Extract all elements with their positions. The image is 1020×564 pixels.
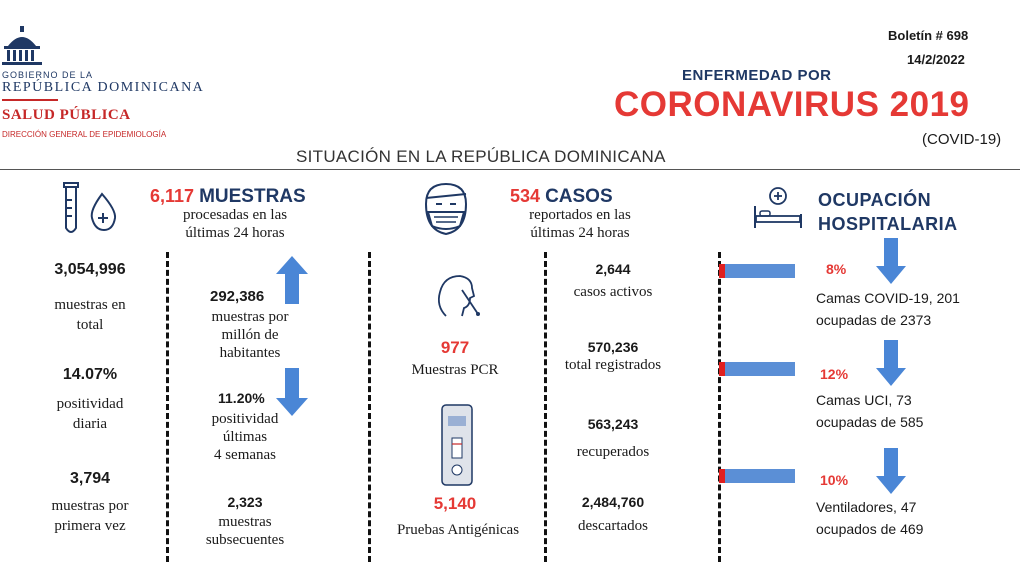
muestras-total-value: 3,054,996 xyxy=(54,261,126,278)
recuperados-label: recuperados xyxy=(576,444,650,460)
muestras-subtitle-line1: procesadas en las xyxy=(182,207,288,223)
muestras-title: MUESTRAS xyxy=(199,186,306,207)
arrow-down-icon xyxy=(276,368,308,416)
divider-4 xyxy=(718,252,721,562)
pcr-value: 977 xyxy=(440,338,470,357)
covid19-label: (COVID-19) xyxy=(922,131,1002,148)
muestras-millon-label-3: habitantes xyxy=(219,345,281,361)
subsecuentes-label-2: subsecuentes xyxy=(205,532,285,548)
camas-uci-label-2: ocupadas de 585 xyxy=(816,414,924,430)
muestras-count: 6,117 xyxy=(150,186,195,206)
muestras-header: 6,117 MUESTRAS xyxy=(150,186,306,208)
casos-subtitle: reportados en las últimas 24 horas xyxy=(505,206,655,242)
primera-vez-value: 3,794 xyxy=(69,470,111,487)
casos-activos-value: 2,644 xyxy=(595,261,631,277)
muestras-millon-label: muestras por millón de habitantes xyxy=(180,308,320,362)
primera-vez-label-1: muestras por xyxy=(51,498,129,514)
header-divider xyxy=(0,169,1020,170)
divider-2 xyxy=(368,252,371,562)
positividad-4sem-label-1: positividad xyxy=(211,411,279,427)
antigenicas-value: 5,140 xyxy=(433,494,477,513)
arrow-up-icon xyxy=(276,256,308,304)
positividad-4sem-label-2: últimas xyxy=(222,429,268,445)
divider-3 xyxy=(544,252,547,562)
camas-uci-pct: 12% xyxy=(820,366,849,382)
positividad-4sem-label-3: 4 semanas xyxy=(213,447,277,463)
gov-line2: REPÚBLICA DOMINICANA xyxy=(2,80,205,95)
coronavirus-title: CORONAVIRUS 2019 xyxy=(614,85,970,124)
subsecuentes-label: muestras subsecuentes xyxy=(180,513,310,549)
subsecuentes-label-1: muestras xyxy=(218,514,272,530)
masked-face-icon xyxy=(420,180,472,238)
muestras-total-label-2: total xyxy=(76,317,104,333)
positividad-diaria-label-2: diaria xyxy=(72,416,108,432)
ventiladores-bar-marker xyxy=(719,469,725,483)
antigen-test-icon xyxy=(440,404,474,486)
ventiladores-label-2: ocupados de 469 xyxy=(816,521,924,537)
ventiladores-bar xyxy=(725,469,795,483)
direccion-epidemiologia: DIRECCIÓN GENERAL DE EPIDEMIOLOGÍA xyxy=(2,130,167,139)
primera-vez-label: muestras por primera vez xyxy=(10,496,170,536)
salud-publica: SALUD PÚBLICA xyxy=(2,107,131,123)
muestras-millon-value: 292,386 xyxy=(210,288,265,305)
muestras-total-label-1: muestras en xyxy=(54,297,126,313)
casos-activos-label: casos activos xyxy=(573,284,653,300)
nasal-swab-icon xyxy=(432,270,482,320)
positividad-diaria-value: 14.07% xyxy=(62,366,118,383)
ocupacion-title-line1: OCUPACIÓN xyxy=(818,190,932,210)
camas-uci-bar-marker xyxy=(719,362,725,376)
ventiladores-label: Ventiladores, 47 ocupados de 469 xyxy=(816,496,923,540)
camas-uci-label-1: Camas UCI, 73 xyxy=(816,392,912,408)
descartados-value: 2,484,760 xyxy=(581,494,645,510)
casos-count: 534 xyxy=(510,186,541,206)
arrow-down-uci-icon xyxy=(876,340,906,386)
muestras-subtitle-line2: últimas 24 horas xyxy=(185,225,285,241)
casos-subtitle-line1: reportados en las xyxy=(529,207,631,223)
ocupacion-title-line2: HOSPITALARIA xyxy=(818,214,958,234)
subsecuentes-value: 2,323 xyxy=(227,494,263,510)
ventiladores-label-1: Ventiladores, 47 xyxy=(816,499,917,515)
gov-line1: GOBIERNO DE LA xyxy=(2,70,94,80)
casos-subtitle-line2: últimas 24 horas xyxy=(530,225,630,241)
camas-uci-label: Camas UCI, 73 ocupadas de 585 xyxy=(816,389,923,433)
arrow-down-covid-icon xyxy=(876,238,906,284)
recuperados-value: 563,243 xyxy=(587,416,639,432)
positividad-4sem-value: 11.20% xyxy=(218,390,265,406)
total-registrados-label: total registrados xyxy=(564,357,662,373)
pcr-label: Muestras PCR xyxy=(411,362,499,378)
positividad-4sem-label: positividad últimas 4 semanas xyxy=(180,410,310,464)
camas-covid-bar xyxy=(725,264,795,278)
divider-1 xyxy=(166,252,169,562)
casos-title: CASOS xyxy=(545,186,613,207)
camas-covid-bar-marker xyxy=(719,264,725,278)
muestras-millon-label-2: millón de xyxy=(221,327,279,343)
camas-uci-bar xyxy=(725,362,795,376)
boletin-date: 14/2/2022 xyxy=(907,52,965,67)
positividad-diaria-label: positividad diaria xyxy=(10,394,170,434)
camas-covid-label: Camas COVID-19, 201 ocupadas de 2373 xyxy=(816,287,960,331)
ventiladores-pct: 10% xyxy=(820,472,849,488)
camas-covid-label-2: ocupadas de 2373 xyxy=(816,312,932,328)
muestras-millon-label-1: muestras por xyxy=(211,309,289,325)
enfermedad-por: ENFERMEDAD POR xyxy=(682,67,832,84)
muestras-subtitle: procesadas en las últimas 24 horas xyxy=(160,206,310,242)
primera-vez-label-2: primera vez xyxy=(54,518,126,534)
situacion-heading: SITUACIÓN EN LA REPÚBLICA DOMINICANA xyxy=(296,147,666,166)
hospital-bed-icon xyxy=(752,186,804,230)
muestras-total-label: muestras en total xyxy=(10,295,170,335)
descartados-label: descartados xyxy=(578,518,648,534)
arrow-down-vent-icon xyxy=(876,448,906,494)
camas-covid-label-1: Camas COVID-19, 201 xyxy=(816,290,960,306)
positividad-diaria-label-1: positividad xyxy=(56,396,124,412)
camas-covid-pct: 8% xyxy=(826,261,847,277)
antigenicas-label: Pruebas Antigénicas xyxy=(396,522,520,538)
ocupacion-title: OCUPACIÓN HOSPITALARIA xyxy=(818,188,958,236)
test-tube-icon xyxy=(60,180,122,238)
boletin-number: Boletín # 698 xyxy=(888,28,969,43)
casos-header: 534 CASOS xyxy=(510,186,613,208)
total-registrados-value: 570,236 xyxy=(587,339,639,355)
logo-divider xyxy=(2,99,58,101)
capitol-logo-icon xyxy=(0,26,44,66)
